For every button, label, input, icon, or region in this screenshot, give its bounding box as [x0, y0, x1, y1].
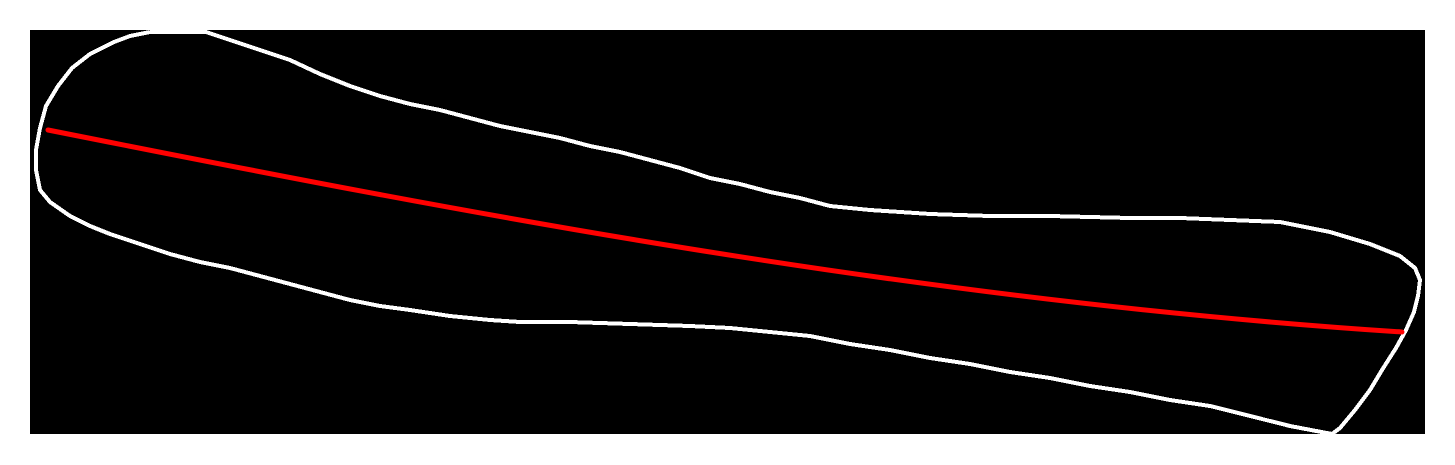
red-centerline: [45, 127, 1405, 335]
segmentation-figure: [30, 30, 1425, 434]
white-contour-outline: [34, 30, 1423, 434]
image-canvas: [30, 30, 1425, 434]
black-background: [30, 30, 1425, 434]
